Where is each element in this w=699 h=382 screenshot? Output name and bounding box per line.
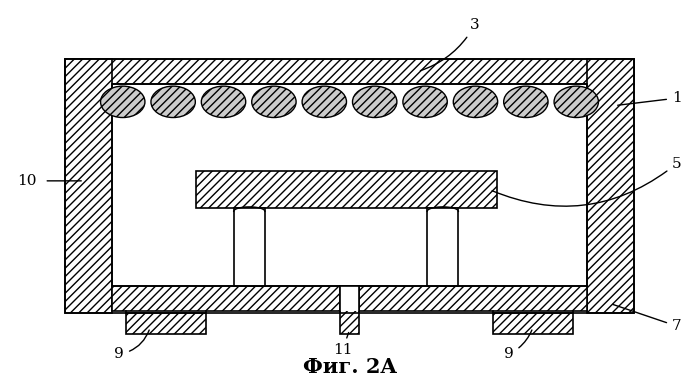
Ellipse shape <box>101 86 145 118</box>
Ellipse shape <box>403 86 447 118</box>
Ellipse shape <box>201 86 246 118</box>
Ellipse shape <box>453 86 498 118</box>
Bar <box>427 208 459 286</box>
Ellipse shape <box>504 86 548 118</box>
Bar <box>113 84 586 286</box>
Bar <box>127 313 206 333</box>
Bar <box>113 286 586 311</box>
Text: 11: 11 <box>333 332 352 358</box>
Bar <box>65 59 634 84</box>
Bar <box>196 171 496 208</box>
Ellipse shape <box>554 86 598 118</box>
Text: 9: 9 <box>504 330 532 361</box>
Text: 10: 10 <box>17 174 37 188</box>
Ellipse shape <box>352 86 397 118</box>
Ellipse shape <box>554 86 598 118</box>
Bar <box>65 59 113 313</box>
Ellipse shape <box>403 86 447 118</box>
Ellipse shape <box>302 86 347 118</box>
Text: 3: 3 <box>420 18 480 71</box>
Bar <box>340 286 359 311</box>
Ellipse shape <box>252 86 296 118</box>
Text: Фиг. 2A: Фиг. 2A <box>303 357 396 377</box>
Text: 9: 9 <box>115 330 149 361</box>
Ellipse shape <box>252 86 296 118</box>
Bar <box>65 59 634 313</box>
Bar <box>113 84 586 286</box>
Ellipse shape <box>302 86 347 118</box>
Ellipse shape <box>453 86 498 118</box>
Ellipse shape <box>101 86 145 118</box>
Ellipse shape <box>201 86 246 118</box>
Bar <box>586 59 634 313</box>
Bar <box>206 313 340 333</box>
Bar <box>340 286 359 333</box>
Bar <box>493 313 572 333</box>
Ellipse shape <box>504 86 548 118</box>
Text: 1: 1 <box>618 91 682 105</box>
Ellipse shape <box>151 86 195 118</box>
Ellipse shape <box>352 86 397 118</box>
Ellipse shape <box>151 86 195 118</box>
Text: 5: 5 <box>492 157 682 206</box>
Bar <box>359 313 493 333</box>
Text: 7: 7 <box>613 304 682 333</box>
Bar <box>233 208 265 286</box>
